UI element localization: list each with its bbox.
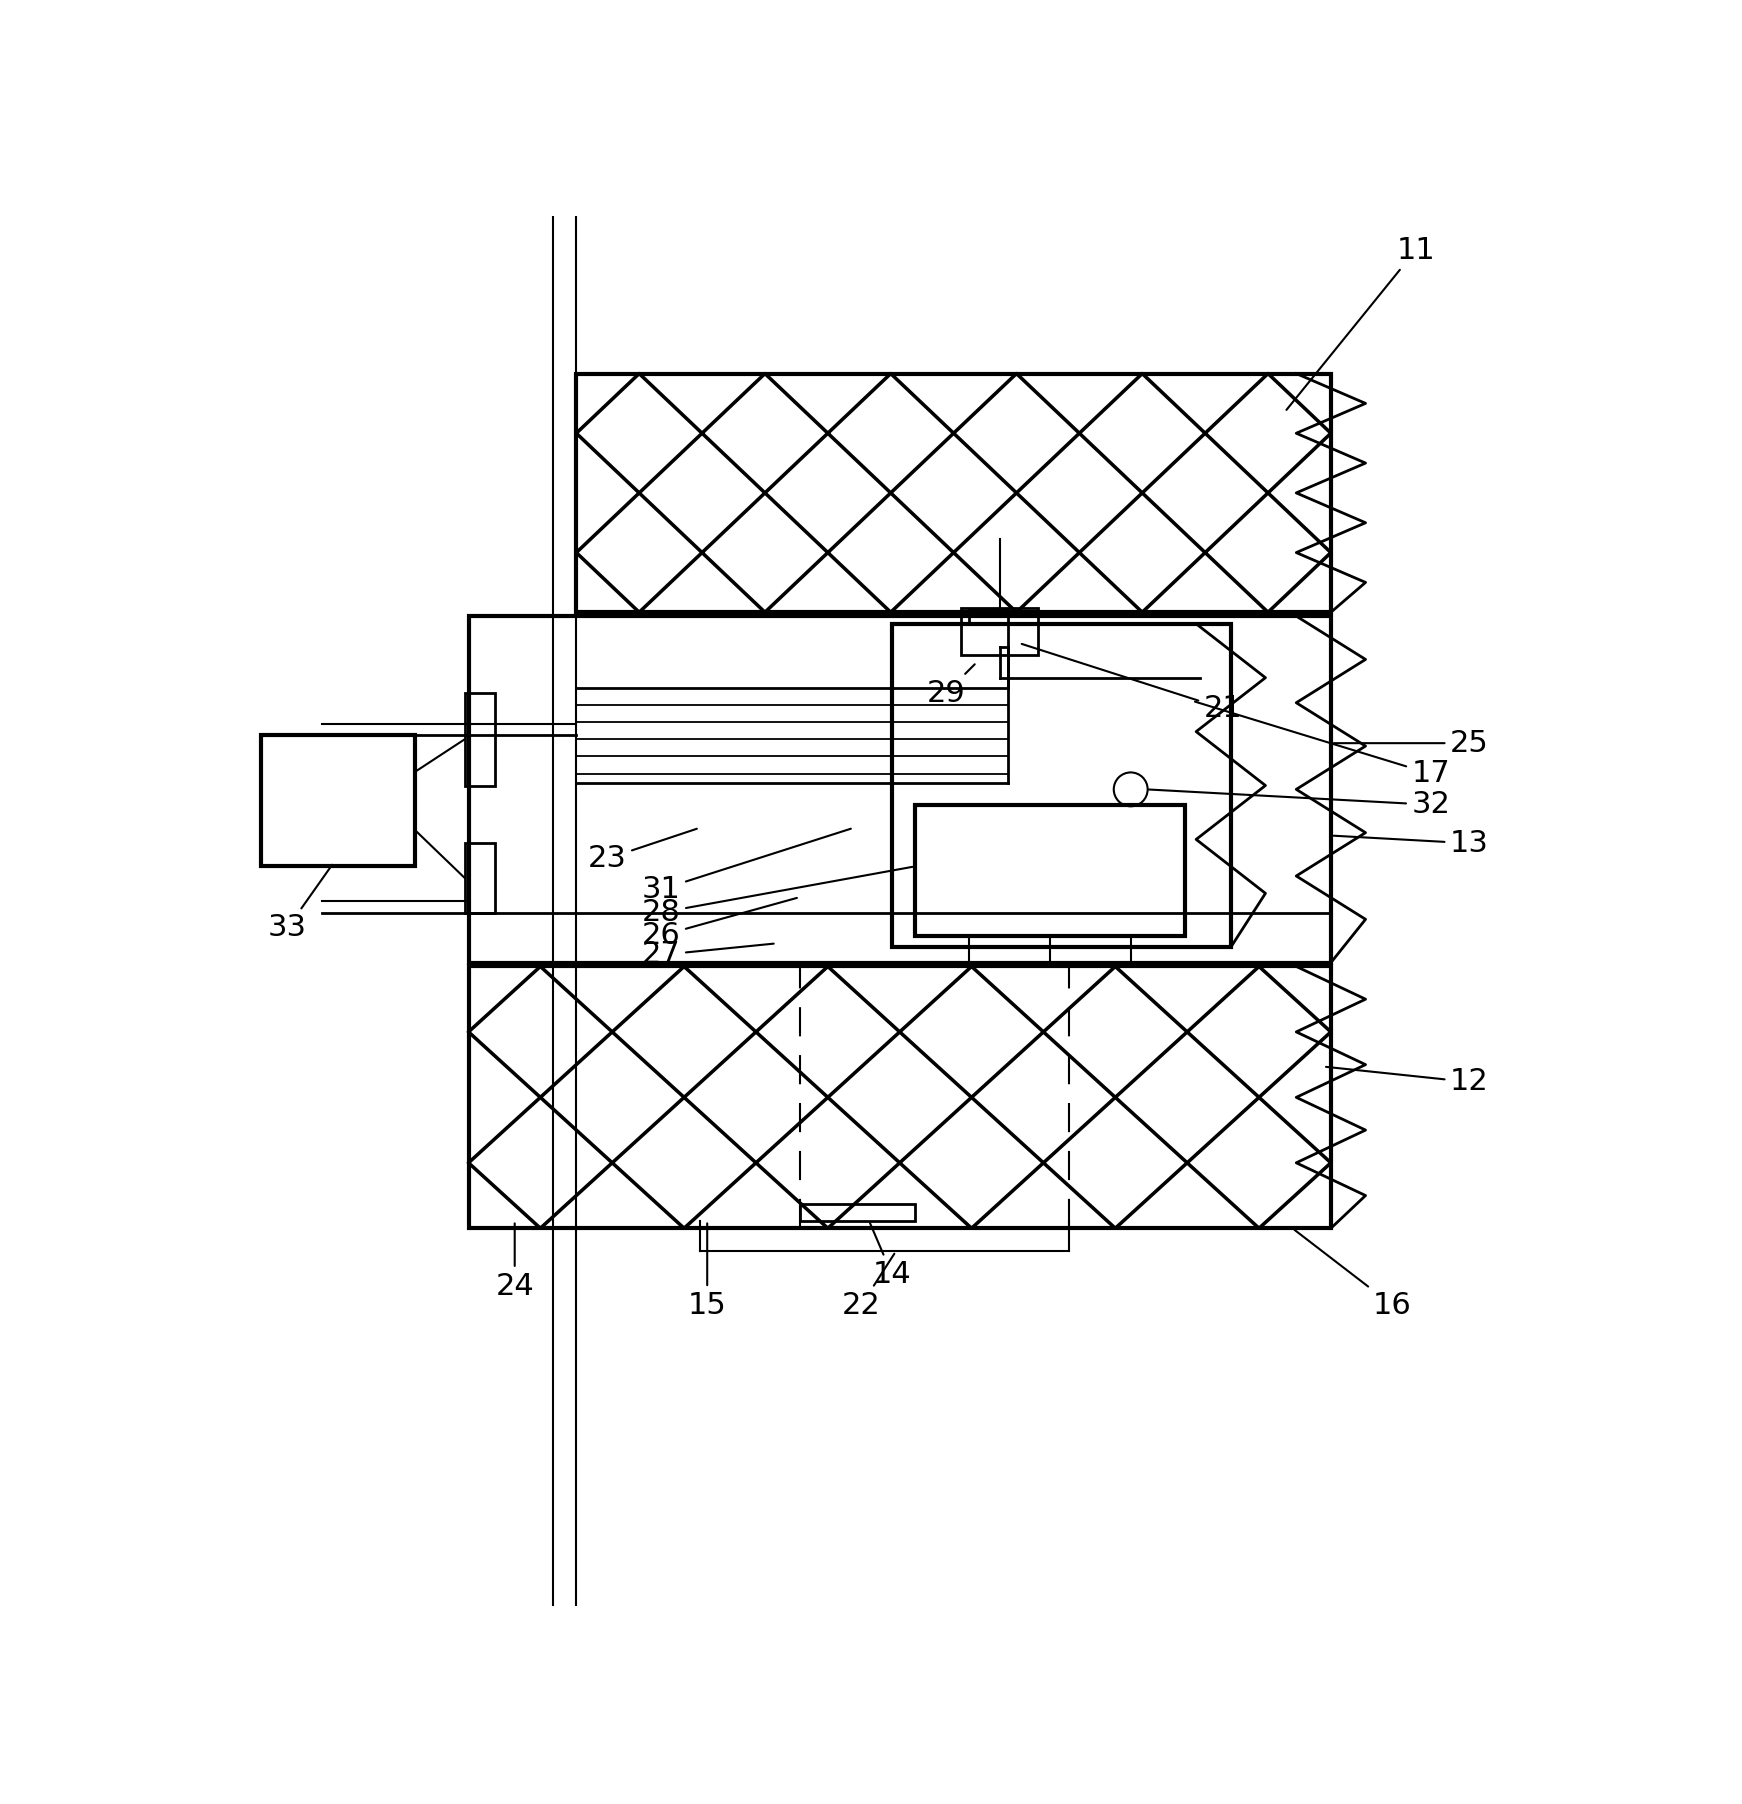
Text: 33: 33 — [268, 864, 333, 942]
Bar — [469, 967, 1331, 1229]
Text: 12: 12 — [1326, 1066, 1489, 1097]
Bar — [465, 693, 495, 785]
Bar — [962, 608, 1038, 655]
Text: 22: 22 — [841, 1254, 894, 1321]
Text: 31: 31 — [641, 828, 850, 904]
Bar — [892, 624, 1232, 947]
Text: 26: 26 — [641, 898, 796, 951]
Text: 14: 14 — [869, 1223, 911, 1290]
Text: 15: 15 — [688, 1223, 726, 1321]
Text: 24: 24 — [495, 1223, 535, 1301]
Text: 13: 13 — [1334, 828, 1489, 857]
Text: 21: 21 — [1023, 644, 1242, 723]
Text: 28: 28 — [641, 868, 913, 927]
Text: 17: 17 — [1195, 702, 1451, 788]
Bar — [800, 1203, 915, 1221]
Bar — [261, 736, 415, 866]
Text: 29: 29 — [927, 664, 976, 707]
Bar — [469, 617, 1331, 963]
Text: 27: 27 — [641, 940, 773, 969]
Text: 25: 25 — [1334, 729, 1489, 758]
Text: 32: 32 — [1150, 790, 1451, 819]
Text: 11: 11 — [1286, 236, 1435, 410]
Bar — [465, 842, 495, 913]
Bar — [577, 373, 1331, 612]
Text: 16: 16 — [1294, 1230, 1411, 1321]
Text: 23: 23 — [587, 828, 697, 873]
Bar — [915, 805, 1185, 936]
